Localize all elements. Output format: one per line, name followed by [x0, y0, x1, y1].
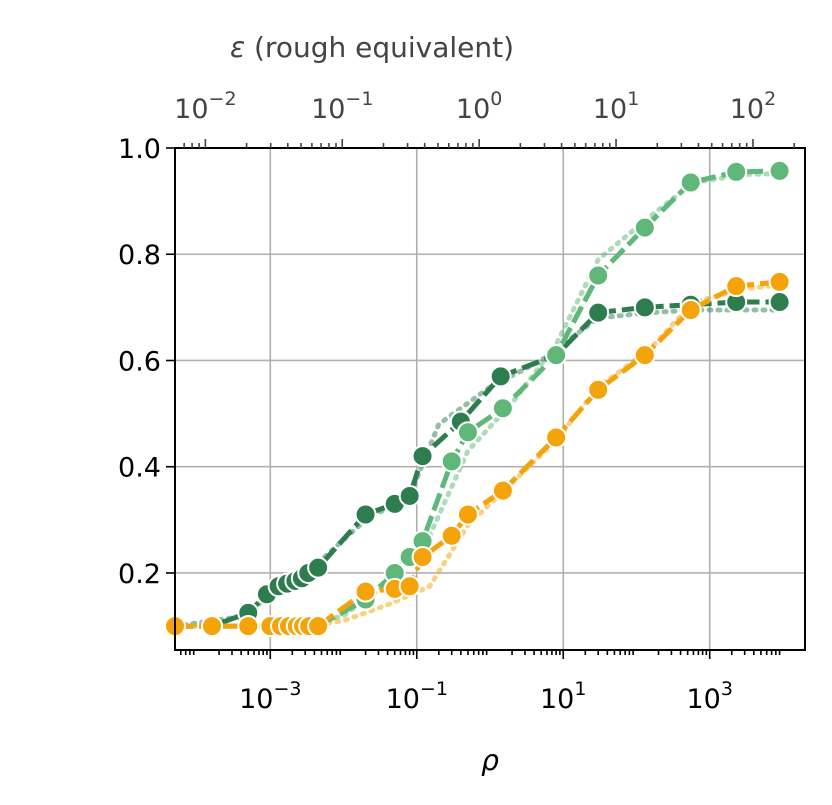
data-point [411, 445, 434, 468]
x-tick-label: 10−1 [386, 678, 448, 715]
data-point [354, 580, 377, 603]
data-point [679, 171, 702, 194]
data-point [440, 524, 463, 547]
x-tick-label-base: 10 [386, 684, 420, 715]
data-point [679, 299, 702, 322]
top-x-tick-label-base: 10 [593, 94, 627, 125]
top-x-tick-label-base: 10 [456, 94, 490, 125]
data-point [440, 450, 463, 473]
x-axis-title: ρ [481, 744, 499, 777]
data-point [545, 344, 568, 367]
x-tick-label-exponent: −3 [273, 678, 301, 700]
data-point [456, 421, 479, 444]
top-x-tick-label-base: 10 [311, 94, 345, 125]
data-point [725, 275, 748, 298]
series-1 [164, 159, 791, 638]
series-2 [164, 270, 791, 638]
data-point [587, 378, 610, 401]
top-x-tick-label-exponent: 0 [490, 88, 502, 110]
data-point [633, 296, 656, 319]
series-3 [172, 307, 783, 629]
y-tick-label: 0.8 [118, 240, 161, 271]
top-x-tick-label: 101 [593, 88, 639, 125]
data-point [456, 503, 479, 526]
data-point [489, 365, 512, 388]
data-point [398, 484, 421, 507]
top-x-tick-label: 100 [456, 88, 502, 125]
secondary-x-axis-title-symbol: ε [230, 31, 245, 64]
x-tick-label-exponent: 3 [721, 678, 733, 700]
series-line-dotted [172, 307, 783, 629]
grid [175, 147, 805, 650]
top-x-tick-label-exponent: 1 [627, 88, 639, 110]
series-line-dotted [172, 282, 783, 629]
x-tick-label-base: 10 [540, 684, 574, 715]
series-0 [164, 291, 791, 638]
data-point [237, 615, 260, 638]
data-point [768, 159, 791, 182]
data-point [307, 556, 330, 579]
top-x-tick-label: 102 [730, 88, 776, 125]
series-line [175, 279, 780, 629]
x-tick-label: 10−3 [239, 678, 301, 715]
data-point [398, 575, 421, 598]
data-point [725, 160, 748, 183]
top-x-tick-label-exponent: −1 [345, 88, 373, 110]
data-point [587, 301, 610, 324]
data-point [411, 546, 434, 569]
x-tick-label-base: 10 [686, 684, 720, 715]
top-x-tick-label-exponent: 2 [764, 88, 776, 110]
data-point [354, 503, 377, 526]
x-tick-label: 103 [686, 678, 732, 715]
y-tick-label: 1.0 [118, 134, 161, 165]
x-tick-label-exponent: −1 [420, 678, 448, 700]
data-point [491, 397, 514, 420]
top-x-tick-label-exponent: −2 [209, 88, 237, 110]
plot-frame [174, 147, 806, 651]
secondary-x-axis-title: ε (rough equivalent) [230, 31, 514, 64]
plot-series [164, 159, 791, 638]
y-tick-label: 0.4 [118, 453, 161, 484]
top-x-tick-label-base: 10 [174, 94, 208, 125]
y-tick-label: 0.2 [118, 559, 161, 590]
x-tick-label-base: 10 [239, 684, 273, 715]
top-x-tick-label: 10−1 [311, 88, 373, 125]
x-tick-label-exponent: 1 [574, 678, 586, 700]
data-point [633, 216, 656, 239]
series-5 [172, 282, 783, 629]
y-tick-label: 0.6 [118, 346, 161, 377]
data-point [633, 344, 656, 367]
data-point [491, 479, 514, 502]
series-line [175, 168, 780, 629]
top-x-tick-label-base: 10 [730, 94, 764, 125]
x-tick-label: 101 [540, 678, 586, 715]
series-line [175, 299, 780, 629]
secondary-x-axis-title-text: (rough equivalent) [245, 31, 514, 64]
data-point [587, 264, 610, 287]
data-point [768, 291, 791, 314]
top-x-tick-label: 10−2 [174, 88, 236, 125]
data-point [307, 615, 330, 638]
data-point [200, 615, 223, 638]
data-point [545, 426, 568, 449]
data-point [768, 270, 791, 293]
